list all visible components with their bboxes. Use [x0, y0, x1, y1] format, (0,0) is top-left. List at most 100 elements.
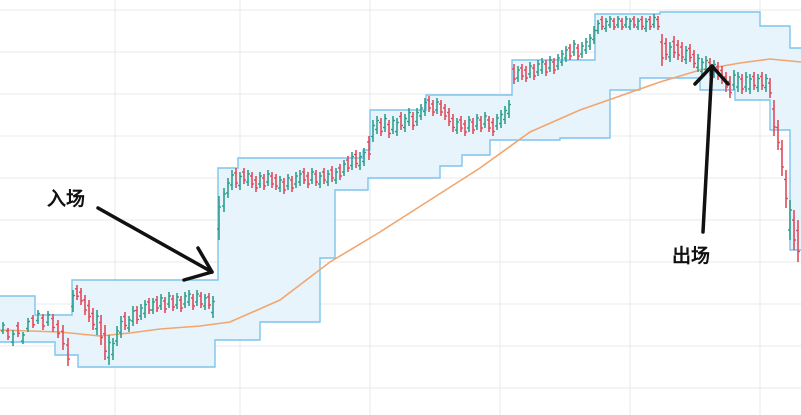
candle [270, 172, 274, 188]
candle [552, 58, 556, 74]
price-channel [0, 11, 801, 368]
candle [119, 316, 123, 338]
candle [286, 174, 290, 190]
candle [479, 116, 483, 132]
candle [728, 76, 732, 98]
candle [99, 315, 103, 345]
candle [238, 172, 242, 190]
candle [616, 16, 620, 28]
channel-upper-line [0, 11, 801, 316]
candle [692, 50, 696, 68]
candle [776, 120, 780, 150]
candle [584, 38, 588, 54]
candle [411, 112, 415, 130]
candle [532, 64, 536, 80]
candle [483, 112, 487, 128]
candle [391, 116, 395, 134]
candle [111, 338, 115, 360]
candle [183, 292, 187, 308]
candle [6, 328, 10, 340]
candle [163, 297, 167, 313]
candle [326, 170, 330, 186]
candle [588, 34, 592, 50]
candle [11, 330, 15, 346]
candle [419, 104, 423, 120]
candle [499, 110, 503, 128]
candle [71, 290, 75, 312]
candle [358, 152, 362, 170]
candle [740, 74, 744, 94]
candle [191, 294, 195, 310]
candle [61, 325, 65, 350]
candle [680, 42, 684, 62]
candle [572, 40, 576, 56]
candle [495, 114, 499, 130]
candle [375, 116, 379, 134]
candle [66, 338, 70, 366]
candle [139, 304, 143, 320]
moving-average-line [0, 58, 801, 337]
candle [350, 152, 354, 170]
channel-fill [0, 12, 801, 367]
candle [664, 38, 668, 60]
candle [768, 78, 772, 98]
candle [560, 50, 564, 66]
candle [475, 114, 479, 130]
candle [467, 116, 471, 132]
candle [87, 300, 91, 322]
candle [748, 74, 752, 94]
candle [226, 178, 230, 198]
candle [399, 112, 403, 130]
candle [143, 300, 147, 318]
entry-arrow-icon [96, 206, 214, 282]
candle [576, 44, 580, 60]
candle [524, 66, 528, 82]
candle [262, 174, 266, 190]
candle [195, 290, 199, 306]
candle [736, 72, 740, 92]
candle [16, 322, 20, 337]
candle [36, 310, 40, 324]
candle [451, 114, 455, 132]
candle [772, 100, 776, 136]
candle [250, 172, 254, 188]
candle [31, 315, 35, 328]
candle [507, 100, 511, 118]
candle [383, 114, 387, 132]
candle [167, 292, 171, 308]
candle [780, 140, 784, 176]
candle [203, 294, 207, 310]
candle [298, 170, 302, 186]
candle [246, 170, 250, 186]
candle [564, 46, 568, 62]
candle [640, 16, 644, 30]
candle [628, 18, 632, 30]
candle [26, 318, 30, 332]
candle [306, 172, 310, 188]
candle [387, 120, 391, 138]
candle [131, 306, 135, 326]
candle [644, 18, 648, 32]
candle [696, 54, 700, 72]
candle [56, 320, 60, 338]
candle [199, 292, 203, 308]
candle [652, 14, 656, 28]
candle [179, 296, 183, 312]
candle [503, 106, 507, 124]
candle [764, 74, 768, 92]
candle [784, 170, 788, 208]
candle [512, 64, 516, 84]
candle [115, 326, 119, 346]
moving-average-path [0, 58, 801, 337]
candle [656, 16, 660, 30]
candle [455, 118, 459, 134]
candle [254, 176, 258, 192]
candle [612, 18, 616, 30]
candle [548, 56, 552, 72]
candle [207, 293, 211, 309]
candle [516, 66, 520, 82]
candle [234, 168, 238, 188]
candle [171, 295, 175, 311]
candle [338, 164, 342, 180]
candle [21, 332, 25, 344]
